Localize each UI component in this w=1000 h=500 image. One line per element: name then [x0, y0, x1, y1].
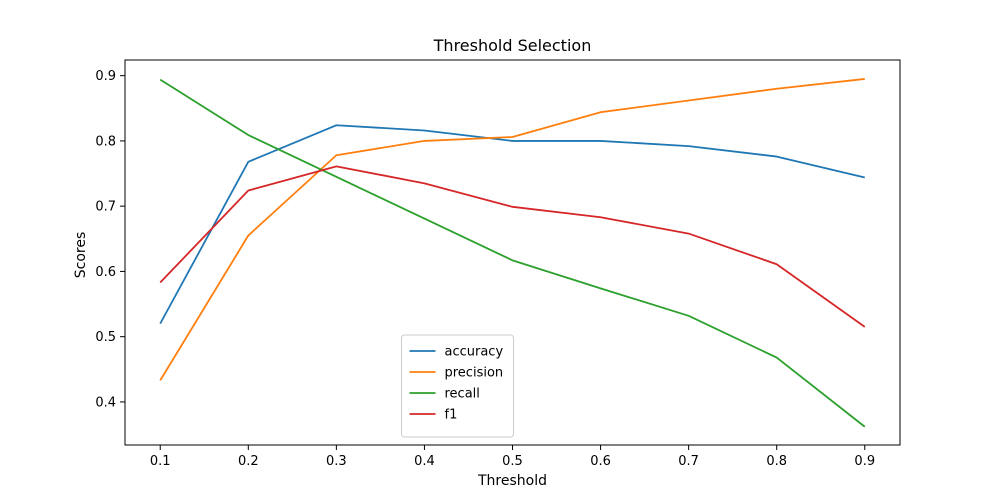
series-layer	[159, 78, 866, 428]
x-tick-label: 0.3	[326, 454, 347, 469]
legend-label-precision: precision	[445, 366, 504, 381]
x-tick-label: 0.9	[854, 454, 875, 469]
y-tick-label: 0.5	[95, 330, 116, 345]
x-axis: 0.1 0.2 0.3 0.4 0.5 0.6 0.7 0.8 0.9	[150, 445, 875, 469]
x-tick-label: 0.7	[678, 454, 699, 469]
y-tick-label: 0.6	[95, 265, 116, 280]
legend-label-accuracy: accuracy	[445, 345, 504, 360]
series-line-f1	[159, 165, 866, 328]
x-axis-label: Threshold	[477, 473, 547, 489]
x-tick-label: 0.8	[766, 454, 787, 469]
y-tick-label: 0.9	[95, 69, 116, 84]
legend: accuracy precision recall f1	[401, 334, 514, 438]
x-tick-label: 0.4	[414, 454, 435, 469]
legend-box	[401, 334, 514, 438]
x-tick-label: 0.2	[238, 454, 259, 469]
legend-label-f1: f1	[445, 408, 458, 423]
x-tick-label: 0.1	[150, 454, 171, 469]
y-tick-label: 0.8	[95, 134, 116, 149]
legend-label-recall: recall	[445, 387, 480, 402]
series-line-recall	[159, 78, 866, 428]
y-tick-label: 0.7	[95, 200, 116, 215]
y-tick-label: 0.4	[95, 395, 116, 410]
x-tick-label: 0.6	[590, 454, 611, 469]
y-axis-label: Scores	[73, 232, 89, 279]
y-axis: 0.4 0.5 0.6 0.7 0.8 0.9	[95, 69, 125, 410]
series-line-precision	[159, 78, 865, 381]
x-tick-label: 0.5	[502, 454, 523, 469]
chart-title: Threshold Selection	[433, 36, 592, 55]
